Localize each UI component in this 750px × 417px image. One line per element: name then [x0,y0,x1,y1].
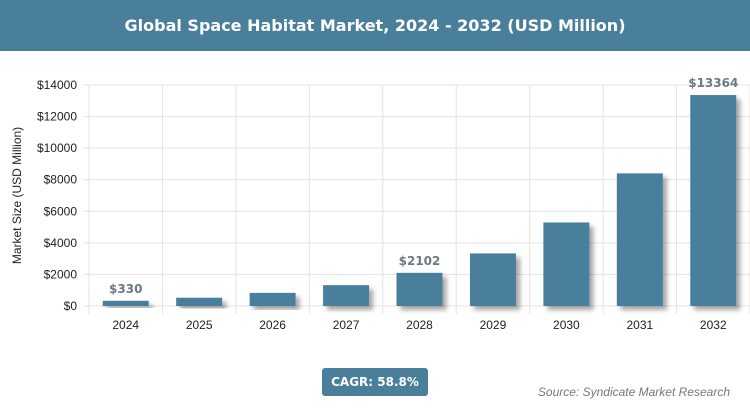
y-tick-label: $6000 [44,204,78,218]
y-tick-label: $10000 [37,141,77,155]
x-tick-label: 2029 [480,318,507,332]
x-tick-label: 2028 [406,318,433,332]
bar-2030 [543,222,590,306]
bar-2026 [249,292,296,306]
x-tick-label: 2031 [626,318,653,332]
data-label: $2102 [399,254,441,268]
bar-2025 [176,297,223,306]
y-axis-title: Market Size (USD Million) [10,127,24,264]
bar-2024 [102,300,149,306]
y-tick-label: $0 [64,299,78,313]
y-tick-label: $4000 [44,236,78,250]
bar-2031 [616,173,663,306]
bar-2032 [690,95,737,307]
data-label: $330 [109,282,142,296]
y-tick-label: $14000 [37,78,77,92]
x-tick-label: 2026 [259,318,286,332]
x-tick-label: 2025 [186,318,213,332]
y-tick-label: $2000 [44,267,78,281]
y-tick-label: $12000 [37,110,77,124]
bar-2028 [396,272,443,306]
x-tick-label: 2027 [333,318,360,332]
bar-2027 [323,285,370,306]
bar-2029 [469,253,516,306]
x-tick-label: 2024 [112,318,139,332]
x-tick-label: 2030 [553,318,580,332]
data-label: $13364 [688,76,738,90]
x-tick-label: 2032 [700,318,727,332]
cagr-badge: CAGR: 58.8% [322,368,428,396]
chart-title: Global Space Habitat Market, 2024 - 2032… [0,0,750,51]
source-note: Source: Syndicate Market Research [537,385,730,399]
y-tick-label: $8000 [44,173,78,187]
